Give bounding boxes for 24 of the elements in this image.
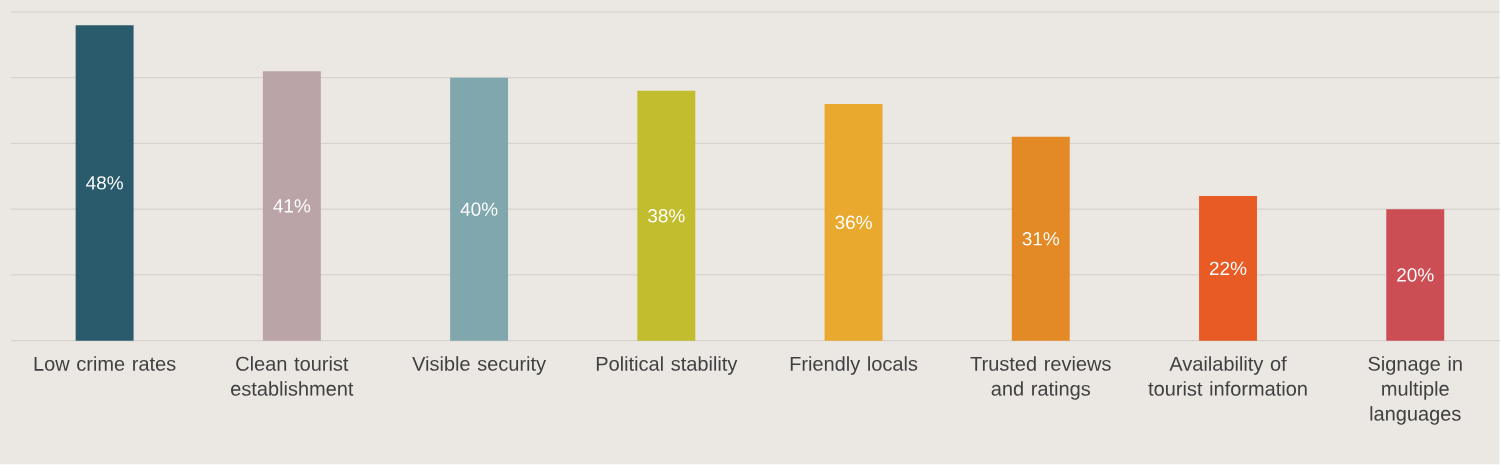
x-tick-label: Trusted reviews and ratings (970, 356, 1111, 400)
x-tick-label: Clean tourist establishment (231, 356, 354, 397)
data-label: 41% (273, 199, 311, 213)
x-tick-label: Political stability (596, 356, 738, 376)
data-label: 40% (460, 202, 498, 217)
data-label: 48% (86, 176, 123, 190)
bar (450, 77, 509, 341)
x-tick-label: Availability of tourist information (1148, 356, 1307, 397)
data-label: 20% (1397, 268, 1434, 282)
data-label: 22% (1209, 261, 1247, 276)
bar (824, 104, 883, 341)
bar (1199, 196, 1257, 341)
x-tick-label: Low crime rates (34, 356, 176, 372)
x-tick-label: Visible security (412, 356, 547, 376)
data-label: 36% (835, 215, 872, 230)
data-label: 38% (648, 209, 685, 223)
data-label: 31% (1022, 232, 1060, 246)
bar (1386, 209, 1445, 341)
bar (1011, 137, 1070, 341)
bar (75, 25, 134, 341)
x-tick-label: Friendly locals (790, 356, 918, 376)
x-tick-label: Signage in multiple languages (1368, 356, 1462, 425)
bar (262, 71, 321, 341)
bar (637, 91, 696, 341)
